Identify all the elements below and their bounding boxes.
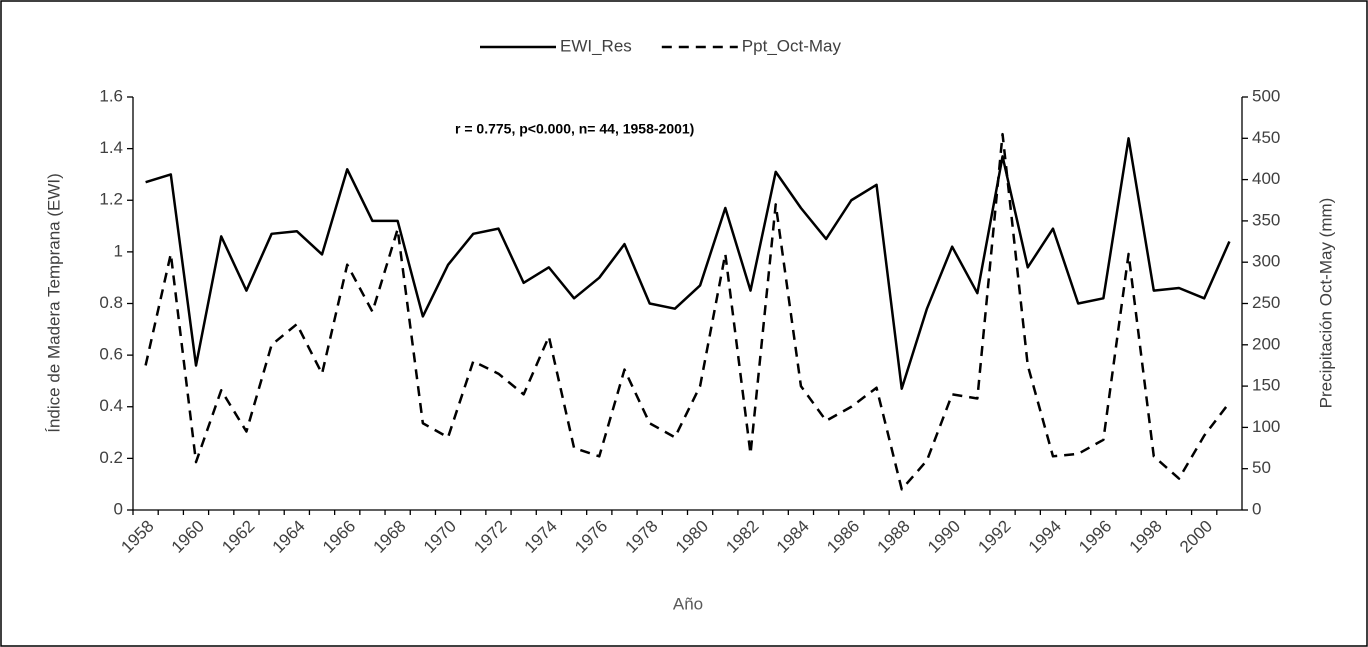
y-tick-label: 1.2 xyxy=(99,190,123,209)
y2-tick-label: 350 xyxy=(1252,210,1280,229)
y-tick-label: 1 xyxy=(114,241,123,260)
annotation: r = 0.775, p<0.000, n= 44, 1958-2001) xyxy=(455,121,694,137)
legend-label: Ppt_Oct-May xyxy=(742,36,842,55)
y2-tick-label: 400 xyxy=(1252,169,1280,188)
y2-tick-label: 500 xyxy=(1252,86,1280,105)
y2-tick-label: 150 xyxy=(1252,376,1280,395)
y-tick-label: 1.4 xyxy=(99,138,123,157)
y-tick-label: 0 xyxy=(114,499,123,518)
y-tick-label: 0.2 xyxy=(99,448,123,467)
data-line xyxy=(145,137,1231,390)
legend-label: EWI_Res xyxy=(560,36,632,55)
data-line xyxy=(144,132,1231,491)
y-tick-label: 0.4 xyxy=(99,396,123,415)
y2-tick-label: 50 xyxy=(1252,458,1271,477)
y2-tick-label: 300 xyxy=(1252,252,1280,271)
y2-tick-label: 0 xyxy=(1252,499,1261,518)
y-tick-label: 1.6 xyxy=(99,86,123,105)
y2-tick-label: 100 xyxy=(1252,417,1280,436)
x-axis-title: Año xyxy=(673,594,703,613)
y2-tick-label: 450 xyxy=(1252,128,1280,147)
y2-axis-title: Precipitación Oct-May (mm) xyxy=(1316,198,1335,409)
y-tick-label: 0.8 xyxy=(99,293,123,312)
y2-tick-label: 200 xyxy=(1252,334,1280,353)
y-axis-title: Índice de Madera Temprana (EWI) xyxy=(44,173,63,433)
y-tick-label: 0.6 xyxy=(99,345,123,364)
y2-tick-label: 250 xyxy=(1252,293,1280,312)
